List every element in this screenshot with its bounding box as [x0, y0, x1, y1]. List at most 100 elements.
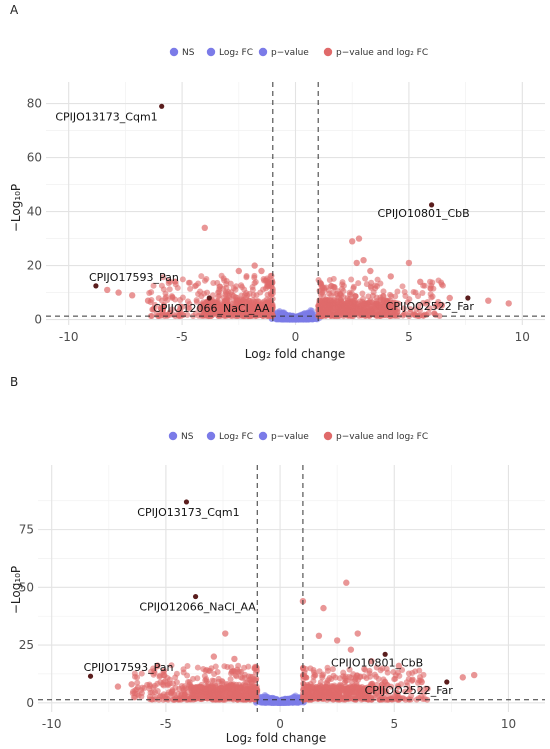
data-point-significant — [223, 284, 230, 291]
panel-b-labeled-points: CPIJO13173_Cqm1 CPIJO12066_NaCl_AA CPIJO10… — [84, 499, 454, 697]
data-point-outlier — [471, 671, 478, 679]
data-point-significant — [339, 281, 346, 288]
labeled-gene-point — [93, 283, 99, 289]
data-point-significant — [253, 664, 260, 671]
data-point-outlier — [354, 630, 361, 637]
data-point-significant — [355, 280, 362, 287]
legend-label-ns: NS — [182, 48, 195, 58]
data-point-significant — [436, 312, 443, 319]
data-point-outlier — [115, 289, 122, 296]
data-point-significant — [400, 305, 407, 312]
data-point-significant — [317, 694, 324, 701]
data-point-significant — [223, 277, 230, 284]
y-tick-label: 20 — [27, 259, 42, 273]
data-point-significant — [347, 301, 354, 308]
data-point-significant — [238, 282, 245, 289]
legend-item-pvalue-and-log2fc: p−value and log₂ FC — [323, 47, 428, 58]
data-point-outlier — [405, 259, 413, 267]
x-tick-label: 5 — [390, 717, 398, 731]
data-point-significant — [130, 688, 137, 695]
data-point-significant — [388, 293, 395, 300]
data-point-ns — [280, 698, 287, 705]
x-tick-label: -5 — [176, 330, 188, 344]
panel-a-labeled-points: CPIJO13173_Cqm1 CPIJO10801_CbB CPIJO17593_… — [55, 103, 474, 315]
data-point-significant — [246, 313, 253, 320]
data-point-significant — [184, 662, 191, 669]
data-point-significant — [356, 691, 363, 698]
data-point-significant — [426, 305, 433, 312]
gene-label: CPIJOO2522_Far — [365, 684, 454, 697]
gene-label: CPIJO10801_CbB — [331, 656, 423, 669]
data-point-significant — [346, 673, 353, 680]
x-tick-label: 10 — [515, 330, 530, 344]
data-point-outlier — [104, 286, 111, 294]
data-point-significant — [134, 679, 141, 686]
data-point-significant — [343, 689, 350, 696]
data-point-significant — [320, 671, 327, 678]
data-point-significant — [147, 683, 154, 690]
labeled-gene-point — [159, 103, 165, 109]
data-point-significant — [160, 274, 167, 281]
data-point-outlier — [251, 262, 258, 269]
data-point-significant — [438, 281, 445, 288]
data-point-outlier — [360, 257, 367, 264]
data-point-significant — [328, 292, 335, 299]
data-point-significant — [309, 683, 316, 690]
legend-item-log2fc: Log₂ FC — [206, 431, 253, 442]
data-point-significant — [198, 273, 205, 280]
data-point-outlier — [114, 683, 122, 690]
data-point-significant — [359, 290, 366, 297]
data-point-outlier — [343, 579, 350, 586]
y-tick-label: 60 — [27, 151, 42, 165]
panel-a-x-axis-title: Log₂ fold change — [245, 347, 346, 361]
data-point-significant — [348, 290, 355, 297]
data-point-significant — [238, 292, 245, 299]
data-point-ns — [310, 315, 317, 322]
data-point-ns — [275, 309, 282, 316]
gene-label: CPIJO12066_NaCl_AA — [153, 302, 270, 315]
y-tick-label: 75 — [19, 523, 34, 537]
data-point-significant — [425, 310, 432, 317]
data-point-outlier — [128, 292, 136, 299]
gene-label: CPIJO12066_NaCl_AA — [139, 601, 256, 614]
data-point-significant — [427, 285, 434, 292]
data-point-significant — [320, 307, 327, 314]
data-point-significant — [407, 306, 414, 313]
data-point-significant — [438, 302, 445, 309]
data-point-outlier — [320, 604, 327, 612]
data-point-significant — [160, 305, 167, 312]
data-point-significant — [228, 310, 235, 317]
labeled-gene-point — [428, 202, 435, 208]
data-point-outlier — [409, 676, 416, 683]
data-point-significant — [224, 664, 231, 671]
data-point-significant — [332, 674, 339, 681]
data-point-significant — [432, 303, 439, 310]
data-point-significant — [327, 303, 334, 310]
data-point-significant — [166, 286, 173, 293]
data-point-significant — [208, 665, 215, 672]
legend-item-pvalue: p−value — [258, 47, 309, 58]
data-point-significant — [310, 678, 317, 685]
x-tick-label: 10 — [501, 717, 516, 731]
data-point-significant — [400, 311, 407, 318]
data-point-outlier — [235, 267, 242, 275]
data-point-ns — [268, 696, 275, 703]
data-point-outlier — [485, 297, 492, 304]
data-point-significant — [362, 275, 369, 282]
labeled-gene-point — [87, 673, 94, 679]
data-point-outlier — [315, 632, 323, 640]
legend-marker-log2fc — [206, 47, 216, 57]
data-point-significant — [209, 683, 216, 690]
data-point-significant — [248, 308, 255, 315]
data-point-significant — [380, 288, 387, 295]
data-point-significant — [235, 297, 242, 304]
data-point-ns — [285, 315, 292, 322]
data-point-significant — [348, 276, 355, 283]
data-point-significant — [323, 683, 330, 690]
data-point-significant — [155, 295, 162, 302]
data-point-significant — [352, 674, 359, 681]
data-point-outlier — [222, 630, 229, 637]
legend-item-pvalue-and-log2fc: p−value and log₂ FC — [323, 431, 428, 442]
data-point-significant — [233, 283, 240, 290]
data-point-significant — [392, 672, 399, 679]
